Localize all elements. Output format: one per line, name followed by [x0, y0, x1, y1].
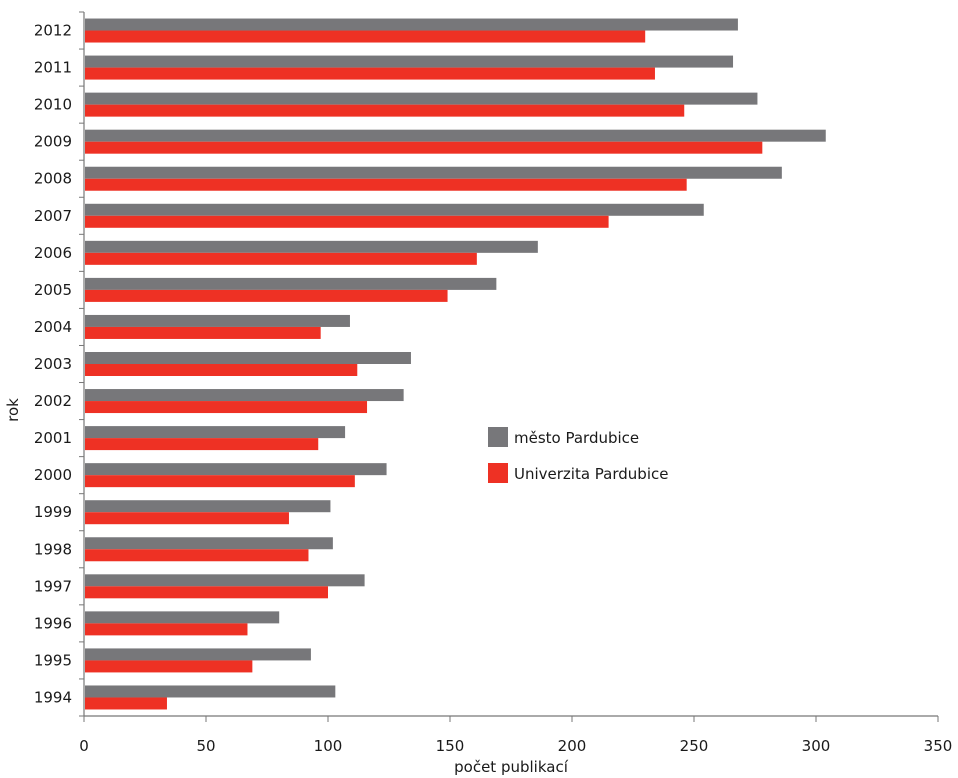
- bar-mesto-2005: [85, 277, 497, 290]
- y-tick-label-2001: 2001: [34, 429, 72, 447]
- y-tick-label-1997: 1997: [34, 577, 72, 595]
- y-tick-label-1998: 1998: [34, 540, 72, 558]
- bar-mesto-2003: [85, 352, 411, 364]
- x-axis-title: počet publikací: [454, 758, 569, 776]
- bar-mesto-2008: [85, 166, 782, 179]
- bars-layer: [85, 18, 826, 710]
- y-tick-label-2005: 2005: [34, 281, 72, 299]
- x-tick-label-100: 100: [314, 737, 343, 755]
- bar-univerzita-1999: [85, 512, 289, 525]
- bar-univerzita-2004: [85, 326, 321, 339]
- y-tick-label-2000: 2000: [34, 466, 72, 484]
- bar-univerzita-2000: [85, 475, 355, 488]
- bar-univerzita-2010: [85, 104, 685, 117]
- bar-univerzita-1997: [85, 586, 328, 599]
- bar-univerzita-2003: [85, 364, 358, 376]
- bar-mesto-1996: [85, 611, 280, 624]
- bar-mesto-2010: [85, 92, 758, 105]
- bar-mesto-2007: [85, 203, 704, 216]
- legend-swatch-univerzita: [488, 463, 508, 483]
- bar-univerzita-2002: [85, 401, 368, 414]
- y-tick-label-2010: 2010: [34, 96, 72, 114]
- y-axis-title: rok: [4, 398, 22, 422]
- bar-mesto-2006: [85, 240, 538, 253]
- y-tick-label-2012: 2012: [34, 22, 72, 40]
- bar-univerzita-1998: [85, 549, 309, 562]
- y-tick-label-1999: 1999: [34, 503, 72, 521]
- legend: město Pardubice Univerzita Pardubice: [488, 427, 668, 483]
- bar-univerzita-2005: [85, 289, 448, 302]
- legend-label-univerzita: Univerzita Pardubice: [514, 465, 668, 483]
- y-ticks-layer: 2012 2011 2010 2009 2008 2007 2006 2005 2004 2003…: [34, 11, 84, 717]
- bar-univerzita-2006: [85, 252, 477, 265]
- bar-univerzita-2007: [85, 215, 609, 228]
- bar-univerzita-2009: [85, 141, 763, 154]
- bar-mesto-1999: [85, 500, 331, 513]
- x-ticks-layer: 0 50 100 150 200 250 300 350: [79, 716, 952, 755]
- y-tick-label-1994: 1994: [34, 688, 72, 706]
- bar-univerzita-2001: [85, 438, 319, 451]
- bar-univerzita-2008: [85, 178, 687, 191]
- bar-univerzita-2011: [85, 67, 655, 80]
- bar-mesto-2009: [85, 129, 826, 142]
- bar-univerzita-1994: [85, 697, 167, 710]
- y-tick-label-2011: 2011: [34, 59, 72, 77]
- bar-mesto-1994: [85, 685, 336, 698]
- bar-mesto-2001: [85, 426, 346, 439]
- y-tick-label-2006: 2006: [34, 244, 72, 262]
- bar-univerzita-2012: [85, 30, 646, 43]
- legend-swatch-mesto: [488, 427, 508, 447]
- y-tick-label-2009: 2009: [34, 133, 72, 151]
- bar-univerzita-1995: [85, 660, 253, 673]
- legend-label-mesto: město Pardubice: [514, 429, 639, 447]
- x-tick-label-350: 350: [924, 737, 953, 755]
- y-tick-label-2008: 2008: [34, 170, 72, 188]
- x-tick-label-0: 0: [79, 737, 89, 755]
- bar-mesto-2004: [85, 314, 350, 327]
- x-tick-label-200: 200: [558, 737, 587, 755]
- y-tick-label-2007: 2007: [34, 207, 72, 225]
- bar-mesto-2012: [85, 18, 738, 31]
- y-tick-label-1995: 1995: [34, 651, 72, 669]
- bar-mesto-1995: [85, 648, 311, 661]
- bar-mesto-1998: [85, 537, 333, 550]
- y-tick-label-1996: 1996: [34, 614, 72, 632]
- bar-mesto-2002: [85, 389, 404, 402]
- y-tick-label-2004: 2004: [34, 318, 72, 336]
- x-tick-label-250: 250: [680, 737, 709, 755]
- x-tick-label-50: 50: [196, 737, 215, 755]
- x-tick-label-300: 300: [802, 737, 831, 755]
- bar-mesto-2000: [85, 463, 387, 476]
- axes-layer: [83, 12, 938, 717]
- x-tick-label-150: 150: [436, 737, 465, 755]
- bar-univerzita-1996: [85, 623, 248, 636]
- bar-mesto-1997: [85, 574, 365, 587]
- bar-mesto-2011: [85, 55, 734, 68]
- y-tick-label-2003: 2003: [34, 355, 72, 373]
- y-tick-label-2002: 2002: [34, 392, 72, 410]
